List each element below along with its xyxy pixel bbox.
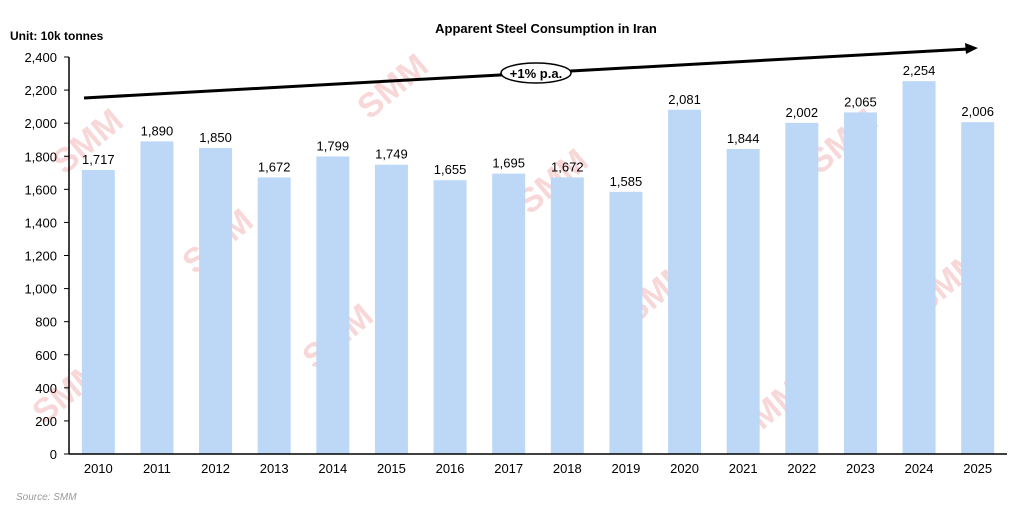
y-tick-label: 1,400: [24, 215, 57, 230]
data-label: 2,002: [786, 105, 819, 120]
data-label: 1,655: [434, 162, 467, 177]
y-tick-label: 0: [50, 447, 57, 462]
x-tick-label: 2023: [846, 461, 875, 476]
bar-2011: [140, 141, 174, 455]
y-axis-ticks: 0 200 400 600 800 1,000 1,200 1,400 1,600 1,800 2,…: [24, 50, 69, 462]
x-tick-label: 2011: [143, 461, 171, 476]
data-label: 2,006: [961, 104, 994, 119]
x-axis-ticks: 2010 2011 2012 2013 2014 2015 2016 2017 2018 2019…: [84, 461, 992, 476]
y-tick-label: 1,600: [24, 182, 57, 197]
bar-2018: [550, 177, 584, 454]
y-tick-label: 200: [35, 414, 57, 429]
data-label: 1,585: [610, 174, 643, 189]
unit-label: Unit: 10k tonnes: [10, 29, 104, 43]
x-tick-label: 2014: [318, 461, 347, 476]
x-tick-label: 2016: [436, 461, 465, 476]
x-tick-label: 2022: [787, 461, 816, 476]
y-tick-label: 1,200: [24, 249, 57, 264]
data-label: 2,254: [903, 63, 936, 78]
data-label: 1,850: [199, 130, 232, 145]
watermark-logo: SMM: [350, 47, 435, 127]
x-tick-label: 2017: [494, 461, 523, 476]
x-tick-label: 2018: [553, 461, 582, 476]
data-label: 1,749: [375, 147, 408, 162]
bar-2016: [433, 180, 467, 454]
bar-2017: [492, 173, 526, 454]
y-tick-label: 2,000: [24, 116, 57, 131]
y-tick-label: 600: [35, 348, 57, 363]
trend-label-bubble: [500, 62, 572, 84]
watermark-logo: SMM: [45, 102, 130, 182]
bar-2013: [257, 177, 291, 454]
bar-2024: [902, 81, 936, 455]
x-tick-label: 2019: [611, 461, 640, 476]
x-tick-label: 2020: [670, 461, 699, 476]
data-label: 1,672: [258, 159, 291, 174]
bar-2025: [961, 122, 995, 454]
bar-2023: [843, 112, 877, 454]
y-tick-label: 400: [35, 381, 57, 396]
bar-2021: [726, 148, 760, 454]
data-label: 1,890: [141, 123, 174, 138]
source-note: Source: SMM: [16, 492, 77, 503]
x-tick-label: 2010: [84, 461, 113, 476]
bar-2022: [785, 122, 819, 455]
y-tick-label: 800: [35, 315, 57, 330]
chart-title: Apparent Steel Consumption in Iran: [435, 21, 657, 36]
x-tick-label: 2015: [377, 461, 406, 476]
y-tick-label: 1,800: [24, 149, 57, 164]
y-tick-label: 1,000: [24, 282, 57, 297]
data-label: 1,672: [551, 159, 584, 174]
bar-2010: [81, 169, 115, 454]
data-label: 2,065: [844, 94, 877, 109]
data-label: 1,717: [82, 152, 115, 167]
trend-label: +1% p.a.: [510, 66, 562, 81]
bars: 1,717 1,890 1,850 1,672 1,799 1,749 1,655 1,695…: [81, 63, 995, 455]
bar-2019: [609, 191, 643, 455]
y-tick-label: 2,400: [24, 50, 57, 65]
data-label: 2,081: [668, 92, 701, 107]
x-tick-label: 2021: [729, 461, 758, 476]
x-tick-label: 2025: [963, 461, 992, 476]
x-tick-label: 2013: [260, 461, 289, 476]
bar-2012: [199, 147, 233, 454]
bar-2015: [374, 164, 408, 454]
bar-2020: [668, 109, 702, 454]
x-tick-label: 2024: [905, 461, 934, 476]
data-label: 1,799: [317, 138, 350, 153]
x-tick-label: 2012: [201, 461, 230, 476]
bar-2014: [316, 156, 350, 455]
y-tick-label: 2,200: [24, 83, 57, 98]
data-label: 1,844: [727, 131, 760, 146]
data-label: 1,695: [492, 156, 525, 171]
